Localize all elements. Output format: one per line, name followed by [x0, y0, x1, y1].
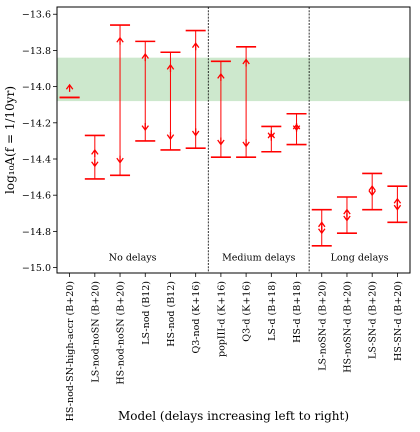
y-tick-label-3: −14.6: [22, 191, 51, 202]
x-axis-label: Model (delays increasing left to right): [118, 409, 349, 423]
x-tick-label-2: LS-nod-noSN (B+20): [90, 281, 101, 383]
limit-arrow-10-2: [292, 123, 301, 132]
limit-arrow-7-1: [217, 72, 225, 81]
limit-arrow-9-2: [267, 130, 276, 139]
limit-arrow-8-2: [242, 139, 250, 148]
limit-arrow-13-2: [368, 188, 376, 197]
group-label-2: Medium delays: [222, 253, 295, 264]
limit-arrow-12-2: [343, 213, 351, 222]
y-tick-label-4: −14.4: [22, 155, 51, 166]
x-tick-label-10: HS-d (B+18): [292, 281, 303, 343]
group-label-1: No delays: [109, 253, 157, 264]
y-tick-label-2: −14.8: [22, 227, 51, 238]
x-tick-label-8: Q3-d (K+16): [242, 281, 253, 342]
y-tick-label-7: −13.8: [22, 46, 51, 57]
group-label-3: Long delays: [331, 253, 389, 264]
limit-arrow-1-1: [65, 83, 74, 92]
limit-arrow-14-2: [393, 202, 402, 211]
limit-arrow-7-2: [217, 137, 225, 146]
plot-frame: [56, 6, 411, 274]
x-tick-label-5: HS-nod (B12): [166, 281, 177, 347]
limit-arrow-6-1: [191, 42, 200, 51]
y-tick-label-6: −14.0: [22, 82, 51, 93]
limit-arrow-11-2: [318, 226, 326, 235]
limit-arrow-5-1: [166, 63, 175, 72]
y-tick-label-5: −14.2: [22, 118, 51, 129]
y-tick-label-1: −15.0: [22, 263, 51, 274]
highlight-band: [57, 57, 410, 102]
x-tick-label-12: HS-noSN-d (B+20): [342, 281, 353, 373]
x-tick-label-7: popIII-d (K+16): [216, 281, 227, 357]
x-tick-label-1: HS-nod-SN-high-accr (B+20): [65, 281, 76, 421]
x-tick-label-14: HS-SN-d (B+20): [393, 281, 404, 361]
limit-arrow-3-1: [116, 36, 124, 45]
y-tick-label-8: −13.6: [22, 10, 51, 21]
limit-arrow-8-1: [242, 58, 250, 67]
limit-arrow-5-2: [166, 132, 175, 141]
x-tick-label-4: LS-nod (B12): [141, 281, 152, 345]
x-tick-label-9: LS-d (B+18): [267, 281, 278, 341]
x-tick-label-3: HS-nod-noSN (B+20): [116, 281, 127, 385]
limit-arrow-4-2: [141, 123, 149, 132]
limit-arrow-2-2: [91, 159, 99, 168]
x-tick-label-11: LS-noSN-d (B+20): [317, 281, 328, 371]
limit-arrow-3-2: [116, 155, 124, 164]
limit-arrow-2-1: [91, 148, 99, 157]
x-tick-label-13: LS-SN-d (B+20): [368, 281, 379, 359]
limit-arrow-4-1: [141, 52, 149, 62]
y-axis-label: log₁₀A(f = 1/10yr): [3, 86, 17, 194]
limit-arrow-6-2: [191, 128, 200, 137]
plot-area: No delays Medium delays Long delays −15.0 −1…: [22, 6, 411, 421]
x-tick-label-6: Q3-nod (K+16): [191, 281, 202, 354]
